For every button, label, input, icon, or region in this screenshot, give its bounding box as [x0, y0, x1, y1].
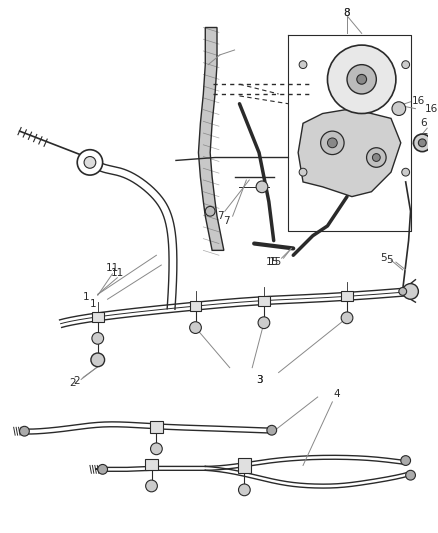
Text: 8: 8	[344, 8, 350, 18]
Text: 11: 11	[106, 263, 119, 273]
Bar	[258, 296, 270, 306]
Circle shape	[406, 470, 416, 480]
Text: 5: 5	[386, 255, 392, 265]
Text: 2: 2	[73, 376, 80, 386]
Circle shape	[392, 102, 406, 116]
Circle shape	[357, 75, 367, 84]
Text: 2: 2	[69, 378, 76, 389]
Circle shape	[347, 64, 376, 94]
Text: 4: 4	[334, 389, 341, 399]
Bar	[145, 458, 159, 470]
Circle shape	[258, 317, 270, 328]
Circle shape	[402, 168, 410, 176]
Circle shape	[402, 61, 410, 69]
Text: 7: 7	[223, 216, 230, 226]
Polygon shape	[198, 28, 224, 251]
Bar	[149, 422, 163, 433]
Text: 15: 15	[266, 257, 279, 267]
Circle shape	[299, 168, 307, 176]
Circle shape	[239, 484, 250, 496]
Circle shape	[20, 426, 29, 436]
Bar	[341, 292, 353, 301]
Circle shape	[267, 425, 277, 435]
Bar	[92, 312, 104, 322]
Circle shape	[91, 353, 105, 367]
Circle shape	[372, 154, 380, 161]
Circle shape	[77, 150, 102, 175]
Circle shape	[399, 287, 406, 295]
Circle shape	[92, 333, 104, 344]
Bar	[237, 458, 251, 473]
Circle shape	[205, 206, 215, 216]
Circle shape	[413, 134, 431, 152]
Text: 15: 15	[269, 257, 282, 267]
Text: 7: 7	[217, 211, 223, 221]
Text: 8: 8	[344, 8, 350, 18]
Circle shape	[151, 443, 162, 455]
Circle shape	[299, 61, 307, 69]
Circle shape	[146, 480, 157, 492]
Circle shape	[367, 148, 386, 167]
Circle shape	[401, 456, 410, 465]
Text: 1: 1	[83, 292, 89, 302]
Circle shape	[321, 131, 344, 155]
Text: 6: 6	[421, 133, 428, 143]
Circle shape	[256, 181, 268, 193]
Circle shape	[341, 312, 353, 324]
Text: 16: 16	[412, 96, 425, 106]
Circle shape	[403, 284, 418, 299]
Bar	[190, 301, 201, 311]
Circle shape	[84, 157, 96, 168]
Polygon shape	[298, 109, 401, 197]
Text: 11: 11	[111, 268, 124, 278]
Circle shape	[328, 138, 337, 148]
Text: 5: 5	[380, 253, 386, 263]
Text: 6: 6	[420, 118, 427, 128]
Circle shape	[190, 322, 201, 334]
Circle shape	[328, 45, 396, 114]
Circle shape	[418, 139, 426, 147]
Text: 16: 16	[425, 103, 438, 114]
Text: 1: 1	[89, 299, 96, 309]
Circle shape	[98, 464, 107, 474]
Text: 3: 3	[256, 375, 262, 385]
Text: 3: 3	[256, 375, 262, 385]
